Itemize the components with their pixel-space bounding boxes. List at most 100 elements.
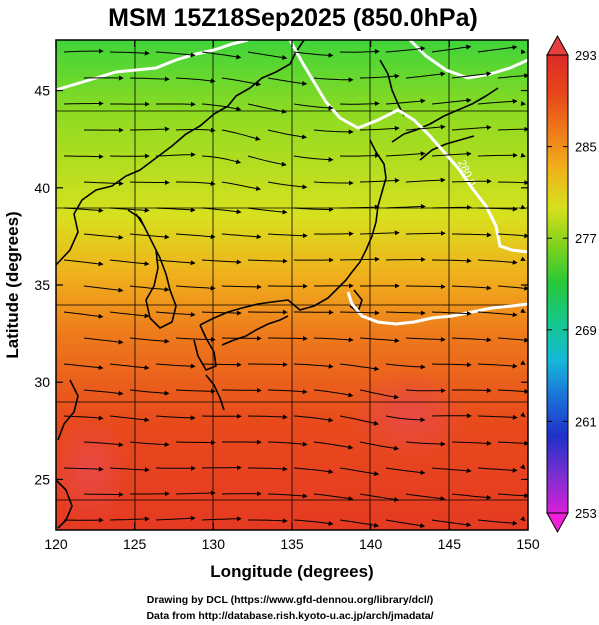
streamline xyxy=(405,441,446,447)
streamline xyxy=(339,153,380,159)
streamline xyxy=(267,389,308,395)
streamline xyxy=(109,516,150,522)
streamline xyxy=(405,493,446,502)
streamline xyxy=(385,310,426,316)
streamline xyxy=(221,233,262,240)
streamline xyxy=(293,103,334,111)
streamline xyxy=(313,441,354,450)
streamline xyxy=(175,127,216,133)
streamline xyxy=(175,285,216,291)
streamline xyxy=(267,77,308,86)
streamline xyxy=(83,233,124,240)
streamline xyxy=(431,204,472,210)
streamline xyxy=(267,181,308,190)
streamline xyxy=(175,233,216,240)
streamline xyxy=(293,363,334,369)
colorbar-tick-label: 269 xyxy=(575,323,597,338)
streamline xyxy=(129,180,170,186)
streamline xyxy=(339,363,380,372)
colorbar-tick-label: 277 xyxy=(575,231,597,246)
streamline xyxy=(293,207,334,212)
streamline xyxy=(477,467,518,473)
streamline xyxy=(129,233,170,240)
streamline xyxy=(477,363,518,369)
streamline xyxy=(452,232,492,238)
streamline xyxy=(477,311,518,318)
streamline xyxy=(497,388,528,394)
x-tick-label: 140 xyxy=(359,536,383,552)
y-tick-label: 25 xyxy=(34,471,50,487)
streamline xyxy=(385,46,426,53)
x-tick-label: 120 xyxy=(44,536,68,552)
streamline xyxy=(293,519,334,526)
streamline xyxy=(359,178,400,184)
y-axis-label: Latitude (degrees) xyxy=(3,211,22,358)
streamline xyxy=(155,207,196,213)
colorbar-bottom-triangle xyxy=(546,512,569,534)
streamline xyxy=(431,467,472,474)
streamline xyxy=(63,101,104,106)
contour-280K: 280.0 xyxy=(56,40,528,326)
streamline xyxy=(247,103,287,114)
streamline xyxy=(155,515,196,521)
streamline xyxy=(221,181,262,191)
streamline xyxy=(477,259,518,265)
streamline xyxy=(268,336,308,342)
streamline xyxy=(385,415,426,423)
streamline xyxy=(451,71,492,79)
streamline xyxy=(63,207,104,213)
streamline xyxy=(201,155,242,165)
streamline xyxy=(267,129,308,140)
colorbar-body xyxy=(546,54,569,514)
streamline xyxy=(339,256,380,262)
streamline xyxy=(63,48,104,54)
x-tick-label: 150 xyxy=(516,536,540,552)
streamline xyxy=(340,204,380,210)
streamline xyxy=(405,124,446,131)
x-tick-label: 135 xyxy=(280,536,304,552)
streamline xyxy=(248,466,288,472)
coastlines xyxy=(56,40,499,529)
colorbar-top-triangle xyxy=(546,34,569,56)
streamline xyxy=(83,337,124,345)
streamline xyxy=(175,440,216,445)
streamline xyxy=(63,415,104,421)
streamline xyxy=(129,441,170,448)
warm-core-south-west xyxy=(56,415,130,525)
y-tick-label: 45 xyxy=(34,83,50,99)
streamline xyxy=(451,440,492,446)
x-axis: 120 125 130 135 140 145 150 xyxy=(44,40,540,552)
streamline xyxy=(477,152,518,158)
streamline xyxy=(497,233,528,239)
streamline xyxy=(405,230,446,236)
streamline xyxy=(431,44,472,53)
streamline xyxy=(247,155,287,167)
streamline xyxy=(63,311,104,319)
streamline xyxy=(339,467,380,477)
streamline xyxy=(109,415,150,423)
streamline xyxy=(293,467,334,475)
streamline xyxy=(497,73,528,79)
streamline xyxy=(451,337,492,343)
streamline xyxy=(339,310,380,316)
streamline xyxy=(83,285,124,293)
x-tick-label: 145 xyxy=(438,536,462,552)
streamline xyxy=(83,441,124,448)
streamline xyxy=(313,180,354,186)
streamline xyxy=(385,203,426,209)
streamline xyxy=(359,389,400,400)
streamline xyxy=(247,414,288,420)
streamline xyxy=(359,73,400,79)
streamline xyxy=(248,518,288,524)
streamline xyxy=(477,519,518,526)
grid-lines xyxy=(56,40,528,530)
chart-title: MSM 15Z18Sep2025 (850.0hPa) xyxy=(108,4,478,32)
streamline xyxy=(267,233,308,239)
streamline xyxy=(359,230,400,236)
streamline xyxy=(109,363,150,371)
streamline xyxy=(359,337,400,343)
streamline xyxy=(339,415,379,426)
streamline xyxy=(175,77,216,84)
x-axis-label: Longitude (degrees) xyxy=(210,562,373,581)
credit-line-1: Drawing by DCL (https://www.gfd-dennou.o… xyxy=(147,594,433,606)
